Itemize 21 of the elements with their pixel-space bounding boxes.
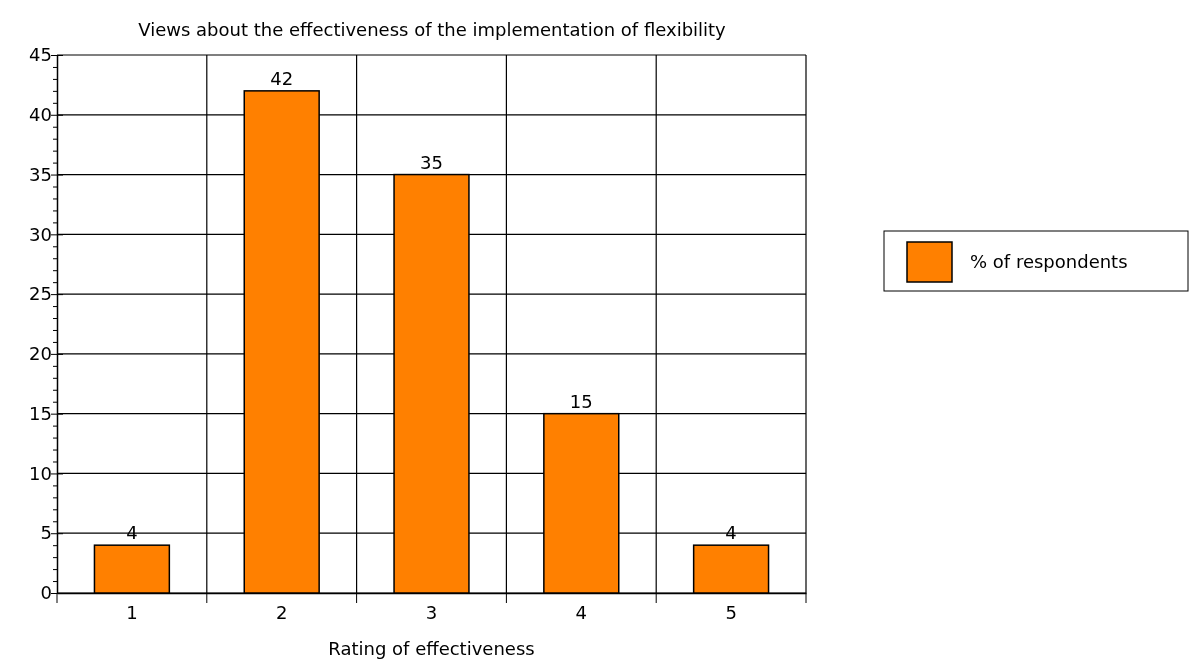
x-tick-label: 3 [425, 602, 438, 624]
data-label: 15 [569, 390, 593, 412]
x-tick-label: 1 [126, 602, 138, 624]
chart-title: Views about the effectiveness of the implementation of flexibility [138, 19, 727, 40]
y-tick-label: 30 [29, 223, 52, 245]
y-tick-label: 25 [29, 283, 52, 305]
legend-label: % of respondents [970, 251, 1128, 272]
y-tick-label: 35 [29, 163, 52, 185]
y-tick-label: 15 [29, 402, 52, 424]
x-axis-title: Rating of effectiveness [328, 638, 535, 659]
data-label: 42 [270, 67, 294, 89]
x-tick-label: 2 [275, 602, 288, 624]
y-tick-label: 0 [40, 582, 52, 604]
x-tick-label: 5 [725, 602, 737, 624]
y-tick-label: 20 [29, 343, 52, 365]
x-tick-label: 4 [575, 602, 588, 624]
y-tick-label: 10 [29, 462, 52, 484]
y-tick-label: 40 [29, 104, 52, 126]
y-tick-label: 5 [40, 522, 52, 544]
data-label: 35 [420, 151, 443, 173]
y-tick-label: 45 [29, 44, 52, 66]
